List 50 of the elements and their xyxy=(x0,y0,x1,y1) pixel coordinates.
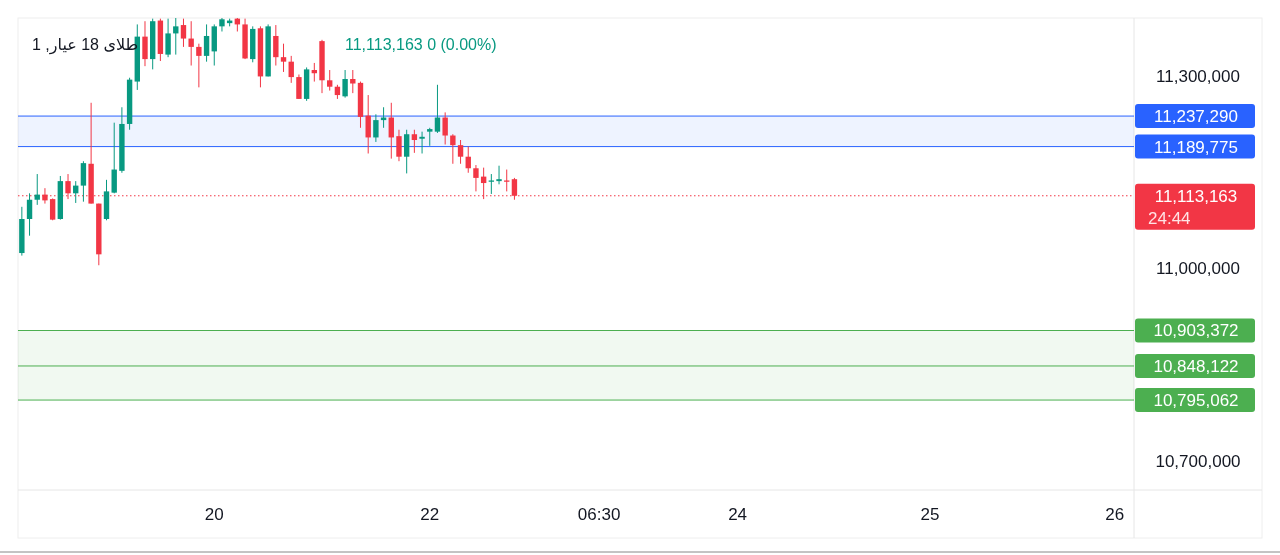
x-tick-label: 22 xyxy=(420,505,440,524)
text: 11,113,163 0 (0.00%) xyxy=(345,36,497,53)
candlestick xyxy=(280,43,287,73)
candlestick xyxy=(173,18,179,56)
candlestick xyxy=(504,169,510,192)
candlestick xyxy=(196,43,202,88)
candlestick xyxy=(350,69,356,94)
candlestick xyxy=(450,133,456,165)
ref-line-label: 10,903,372 xyxy=(1153,321,1239,341)
candlestick xyxy=(342,69,348,99)
candlestick xyxy=(365,94,371,154)
y-tick-label: 10,700,000 xyxy=(1155,452,1241,472)
candlestick xyxy=(496,165,502,185)
candlestick xyxy=(419,131,425,154)
candlestick xyxy=(288,55,294,84)
x-tick-label: 06:30 xyxy=(577,505,621,524)
candlestick xyxy=(373,113,379,143)
candlestick xyxy=(434,84,441,134)
ref-line-label: 10,795,062 xyxy=(1153,391,1239,411)
candlestick xyxy=(457,139,464,165)
x-tick-label: 26 xyxy=(1105,505,1125,524)
candlestick xyxy=(142,20,148,67)
y-tick-label: 11,300,000 xyxy=(1156,66,1240,86)
candlestick xyxy=(296,74,302,100)
candlestick xyxy=(219,18,225,32)
candlestick xyxy=(111,122,117,194)
candlestick xyxy=(26,192,33,237)
candlestick xyxy=(327,69,333,92)
candlestick xyxy=(180,18,187,48)
candlestick xyxy=(273,24,279,67)
candlestick xyxy=(165,18,171,58)
candlestick xyxy=(203,23,210,63)
ref-line-label: 11,189,775 xyxy=(1154,137,1238,157)
x-tick-label: 24 xyxy=(728,505,748,524)
candlestick xyxy=(80,160,87,203)
candlestick xyxy=(488,173,495,195)
x-tick-label: 20 xyxy=(204,505,224,524)
candlestick xyxy=(403,129,410,174)
text: 24:44 xyxy=(1148,208,1191,228)
ref-line-label: 10,848,122 xyxy=(1153,356,1239,376)
x-tick-label: 25 xyxy=(920,505,940,524)
ref-line-label: 11,113,163 xyxy=(1154,186,1238,206)
candlestick xyxy=(42,187,48,205)
candlestick xyxy=(442,111,448,146)
y-tick-label: 11,000,000 xyxy=(1156,259,1240,279)
candlestick xyxy=(396,129,402,162)
candlestick xyxy=(411,129,418,154)
candlestick xyxy=(188,20,194,67)
candlestick xyxy=(473,164,479,192)
ref-line-label: 11,237,290 xyxy=(1154,107,1238,127)
